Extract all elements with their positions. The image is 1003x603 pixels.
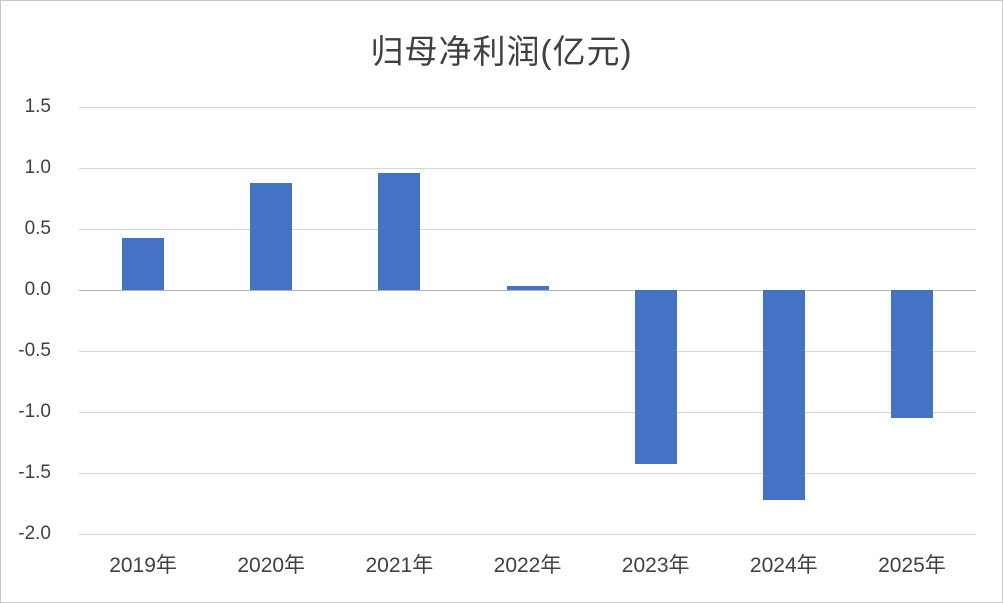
y-tick-label: 0.0 (24, 279, 51, 300)
x-tick-label: 2020年 (237, 554, 306, 577)
bar-2023年 (634, 290, 677, 465)
bar-2024年 (762, 290, 805, 500)
x-tick-label: 2019年 (109, 554, 177, 577)
x-axis-labels: 2019年 2020年 2021年 2022年 2023年 2024年 2025年 (79, 549, 976, 583)
gridline (79, 107, 976, 108)
gridline (79, 229, 976, 230)
x-tick-label: 2023年 (621, 554, 690, 577)
bar-2019年 (122, 237, 165, 290)
x-tick-label: 2025年 (878, 554, 946, 577)
y-tick-label: -2.0 (18, 523, 51, 544)
bar-2025年 (890, 290, 933, 419)
gridline (79, 473, 976, 474)
y-tick-label: -1.5 (18, 462, 51, 483)
plot-area (79, 107, 976, 535)
y-tick-label: -0.5 (18, 340, 51, 361)
chart-title: 归母净利润(亿元) (370, 33, 633, 70)
bar-2020年 (250, 182, 293, 290)
x-tick-label: 2021年 (365, 554, 434, 577)
y-axis-labels: 1.5 1.0 0.5 0.0 -0.5 -1.0 -1.5 -2.0 (1, 96, 65, 544)
y-tick-label: 0.5 (24, 218, 51, 239)
gridline (79, 412, 976, 413)
gridline (79, 168, 976, 169)
bar-2022年 (506, 286, 549, 290)
bar-2021年 (378, 172, 421, 290)
y-tick-label: 1.5 (24, 96, 51, 117)
gridline (79, 534, 976, 535)
y-tick-label: 1.0 (24, 157, 51, 178)
x-tick-label: 2024年 (749, 554, 818, 577)
y-tick-label: -1.0 (18, 401, 51, 422)
gridline (79, 351, 976, 352)
zero-axis-line (79, 290, 976, 291)
x-tick-label: 2022年 (493, 554, 562, 577)
